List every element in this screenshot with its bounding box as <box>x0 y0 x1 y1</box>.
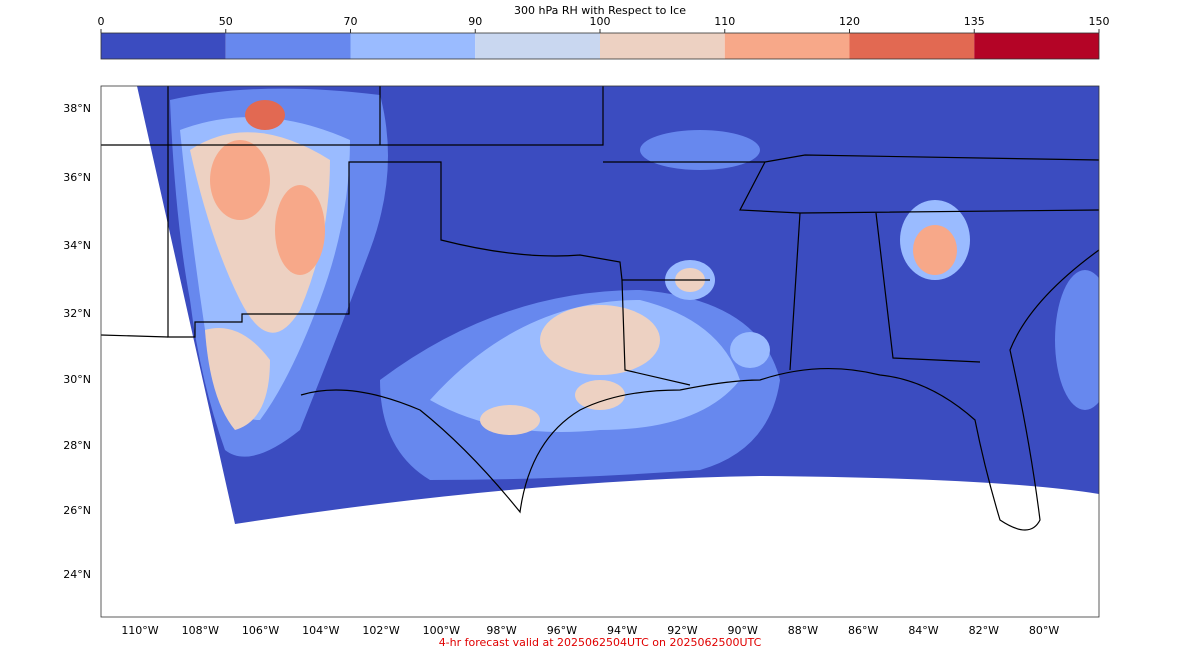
lon-label: 110°W <box>121 624 158 637</box>
lon-label: 92°W <box>667 624 697 637</box>
lon-label: 106°W <box>242 624 279 637</box>
colorbar-segment <box>475 33 600 59</box>
lon-label: 84°W <box>908 624 938 637</box>
lat-label: 36°N <box>63 171 91 184</box>
colorbar-tick-label: 150 <box>1089 15 1110 28</box>
colorbar-tick-label: 120 <box>839 15 860 28</box>
colorbar-tick-label: 100 <box>590 15 611 28</box>
lon-label: 108°W <box>182 624 219 637</box>
colorbar-tick-label: 50 <box>219 15 233 28</box>
lon-label: 90°W <box>728 624 758 637</box>
colorbar-frame <box>100 32 1100 60</box>
boundaries <box>101 86 1099 531</box>
lon-label: 102°W <box>362 624 399 637</box>
lon-labels: 110°W 108°W 106°W 104°W 102°W 100°W 98°W 96°W 94… <box>121 624 1059 637</box>
colorbar-tick-label: 70 <box>344 15 358 28</box>
lat-label: 26°N <box>63 504 91 517</box>
lat-labels: 38°N 36°N 34°N 32°N 30°N 28°N 26°N 24°N <box>63 102 91 581</box>
map-frame <box>100 85 1100 618</box>
lat-label: 38°N <box>63 102 91 115</box>
lon-label: 86°W <box>848 624 878 637</box>
colorbar-segment <box>101 33 226 59</box>
lon-label: 98°W <box>486 624 516 637</box>
colorbar-segment <box>600 33 725 59</box>
colorbar-segment <box>350 33 476 59</box>
colorbar-tick-label: 0 <box>98 15 105 28</box>
lon-label: 104°W <box>302 624 339 637</box>
lon-label: 82°W <box>969 624 999 637</box>
lon-label: 94°W <box>607 624 637 637</box>
colorbar-tick-label: 135 <box>964 15 985 28</box>
lat-label: 30°N <box>63 373 91 386</box>
colorbar-segment <box>225 33 351 59</box>
lat-label: 24°N <box>63 568 91 581</box>
lat-label: 32°N <box>63 307 91 320</box>
colorbar-tick-label: 90 <box>468 15 482 28</box>
colorbar-segment <box>724 33 850 59</box>
lat-label: 28°N <box>63 439 91 452</box>
colorbar-title: 300 hPa RH with Respect to Ice <box>514 4 686 17</box>
lon-label: 80°W <box>1029 624 1059 637</box>
lon-label: 96°W <box>547 624 577 637</box>
colorbar-tick-label: 110 <box>714 15 735 28</box>
colorbar-segment <box>849 33 975 59</box>
lon-label: 100°W <box>423 624 460 637</box>
rh-contours <box>170 88 1099 480</box>
lat-label: 34°N <box>63 239 91 252</box>
colorbar-segment <box>974 33 1099 59</box>
forecast-footer: 4-hr forecast valid at 2025062504UTC on … <box>439 636 762 649</box>
map-panel <box>100 85 1100 618</box>
colorbar: 0 50 70 90 100 110 120 135 150 <box>98 15 1110 59</box>
lon-label: 88°W <box>788 624 818 637</box>
